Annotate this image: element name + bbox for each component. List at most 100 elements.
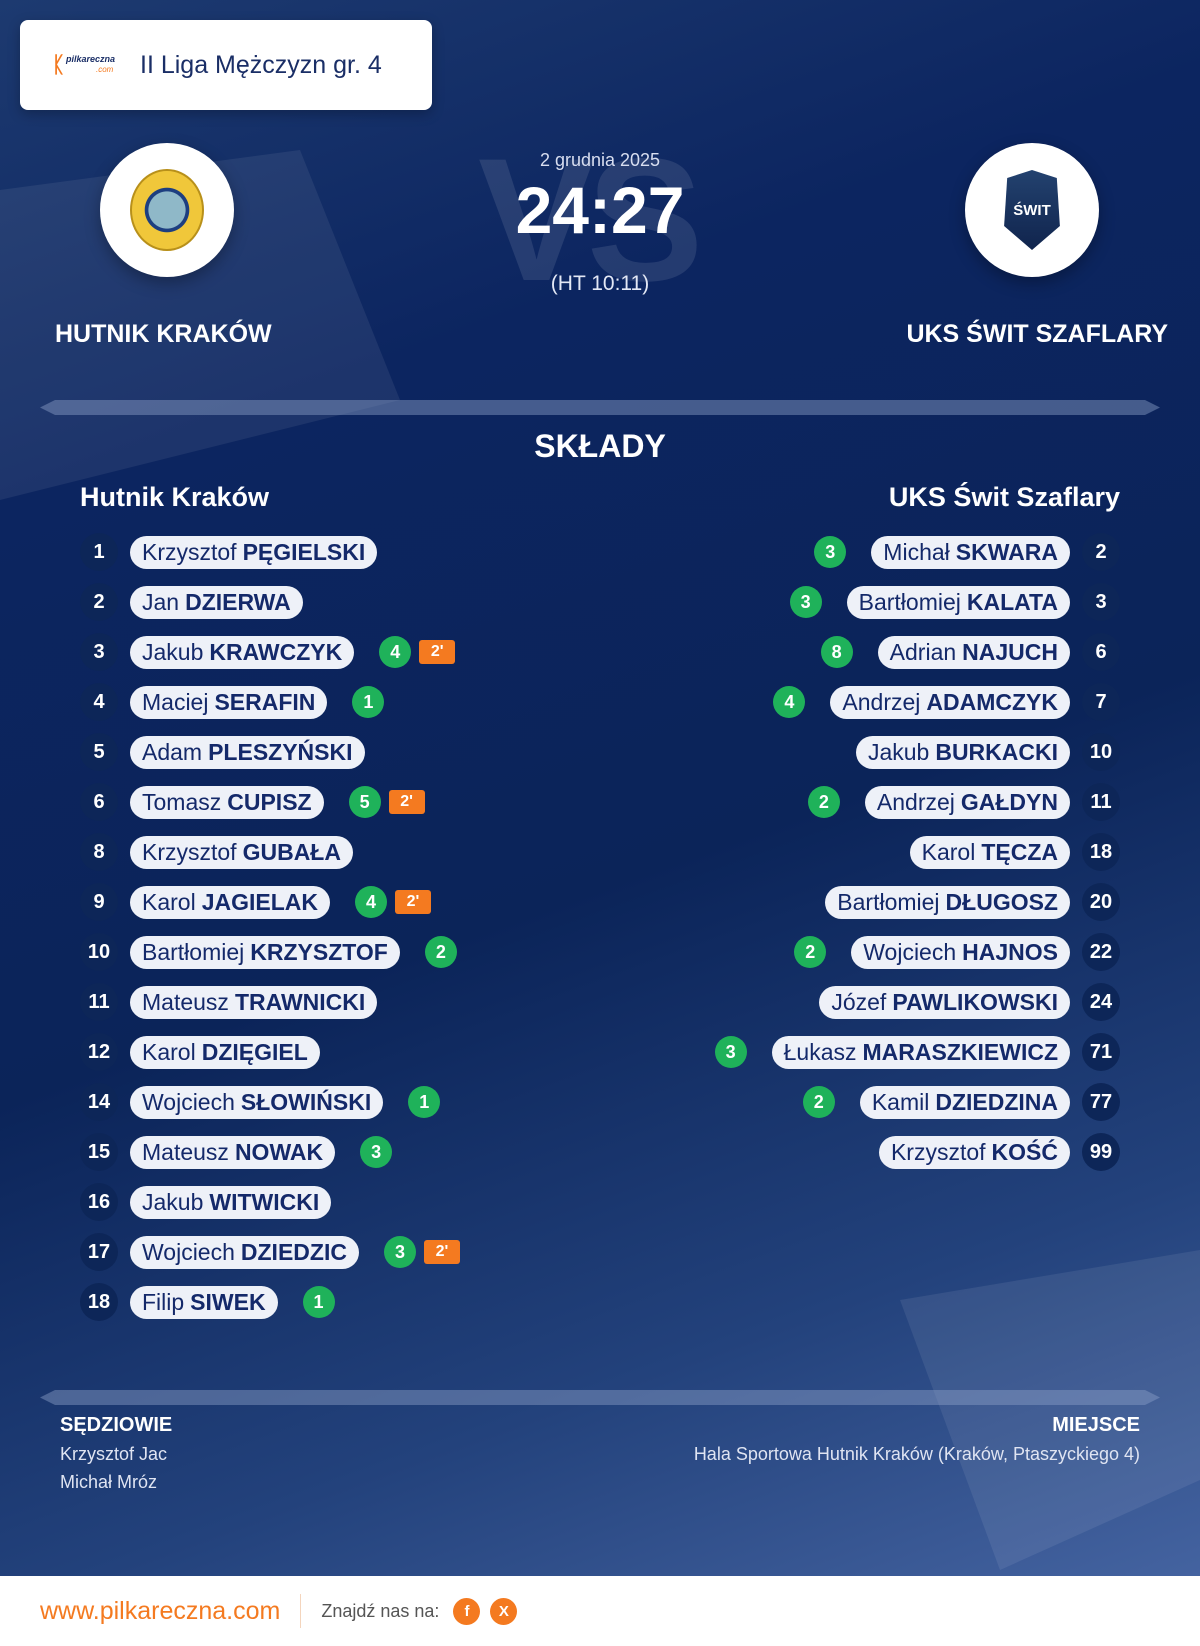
player-name-pill[interactable]: Andrzej GAŁDYN	[864, 785, 1070, 819]
player-last-name: BURKACKI	[935, 738, 1058, 765]
goals-badge: 2	[807, 786, 840, 818]
shirt-number: 6	[1082, 633, 1120, 671]
shirt-number: 8	[80, 833, 118, 871]
player-last-name: NOWAK	[234, 1138, 324, 1165]
player-last-name: GAŁDYN	[960, 788, 1058, 815]
player-last-name: JAGIELAK	[201, 888, 318, 915]
player-first-name: Andrzej	[842, 688, 921, 715]
player-first-name: Wojciech	[142, 1238, 235, 1265]
player-name-pill[interactable]: Józef PAWLIKOWSKI	[819, 985, 1070, 1019]
player-first-name: Bartłomiej	[837, 888, 940, 915]
x-icon[interactable]: X	[490, 1597, 518, 1625]
player-name-pill[interactable]: Karol DZIĘGIEL	[130, 1035, 320, 1069]
player-name-pill[interactable]: Bartłomiej KALATA	[846, 585, 1070, 619]
player-last-name: MARASZKIEWICZ	[862, 1038, 1058, 1065]
player-last-name: HAJNOS	[962, 938, 1058, 965]
player-name-pill[interactable]: Krzysztof GUBAŁA	[130, 835, 353, 869]
player-name-pill[interactable]: Łukasz MARASZKIEWICZ	[771, 1035, 1070, 1069]
home-lineup: 1 Krzysztof PĘGIELSKI 2 Jan DZIERWA 3 Jakub KRAW…	[80, 527, 460, 1327]
site-link[interactable]: www.pilkareczna.com	[40, 1596, 281, 1625]
player-first-name: Mateusz	[142, 1138, 229, 1165]
player-first-name: Filip	[142, 1288, 185, 1315]
player-first-name: Wojciech	[863, 938, 957, 965]
facebook-icon[interactable]: f	[453, 1597, 481, 1625]
referee-name: Michał Mróz	[60, 1472, 158, 1492]
player-first-name: Wojciech	[142, 1088, 235, 1115]
player-name-pill[interactable]: Maciej SERAFIN	[130, 685, 328, 719]
goals-badge: 8	[820, 636, 853, 668]
shirt-number: 22	[1082, 933, 1120, 971]
suspension-badge: 2'	[388, 790, 425, 814]
player-name-pill[interactable]: Bartłomiej DŁUGOSZ	[825, 885, 1070, 919]
player-first-name: Bartłomiej	[858, 588, 961, 615]
referee-name: Krzysztof Jac	[60, 1444, 168, 1464]
player-first-name: Krzysztof	[142, 838, 237, 865]
goals-badge: 3	[789, 586, 822, 618]
shirt-number: 99	[1082, 1133, 1120, 1171]
player-last-name: CUPISZ	[227, 788, 312, 815]
player-first-name: Jakub	[142, 638, 204, 665]
player-first-name: Bartłomiej	[142, 938, 245, 965]
player-name-pill[interactable]: Wojciech SŁOWIŃSKI	[130, 1085, 384, 1119]
player-name-pill[interactable]: Wojciech DZIEDZIC	[130, 1235, 359, 1269]
player-name-pill[interactable]: Mateusz NOWAK	[130, 1135, 336, 1169]
venue-value: Hala Sportowa Hutnik Kraków (Kraków, Pta…	[693, 1444, 1140, 1464]
shirt-number: 16	[80, 1183, 118, 1221]
player-name-pill[interactable]: Bartłomiej KRZYSZTOF	[130, 935, 400, 969]
player-name-pill[interactable]: Krzysztof PĘGIELSKI	[130, 535, 378, 569]
player-name-pill[interactable]: Karol JAGIELAK	[130, 885, 330, 919]
player-name-pill[interactable]: Karol TĘCZA	[909, 835, 1070, 869]
player-last-name: TĘCZA	[981, 838, 1058, 865]
player-name-pill[interactable]: Jan DZIERWA	[130, 585, 303, 619]
league-card[interactable]: ᛕ pilkareczna .com II Liga Mężczyzn gr. 4	[20, 20, 432, 110]
player-row: 8 Adrian NAJUCH 6	[715, 627, 1120, 677]
player-first-name: Mateusz	[142, 988, 229, 1015]
shirt-number: 11	[1082, 783, 1120, 821]
goals-badge: 5	[348, 786, 381, 818]
shirt-number: 1	[80, 533, 118, 571]
player-name-pill[interactable]: Adrian NAJUCH	[877, 635, 1070, 669]
away-lineup-title: UKS Świt Szaflary	[888, 482, 1120, 512]
player-name-pill[interactable]: Andrzej ADAMCZYK	[830, 685, 1070, 719]
player-name-pill[interactable]: Jakub KRAWCZYK	[130, 635, 355, 669]
player-name-pill[interactable]: Kamil DZIEDZINA	[859, 1085, 1070, 1119]
player-name-pill[interactable]: Michał SKWARA	[871, 535, 1070, 569]
find-us-label: Znajdź nas na:	[321, 1600, 440, 1621]
shirt-number: 17	[80, 1233, 118, 1271]
player-first-name: Jakub	[867, 738, 930, 765]
player-row: 3 Jakub KRAWCZYK 4 2'	[80, 627, 460, 677]
player-last-name: GUBAŁA	[242, 838, 341, 865]
player-first-name: Łukasz	[783, 1038, 857, 1065]
away-team-crest: ŚWIT	[965, 143, 1099, 277]
player-row: 2 Kamil DZIEDZINA 77	[715, 1077, 1120, 1127]
player-name-pill[interactable]: Adam PLESZYŃSKI	[130, 735, 365, 769]
player-row: 6 Tomasz CUPISZ 5 2'	[80, 777, 460, 827]
player-first-name: Maciej	[142, 688, 209, 715]
shirt-number: 3	[1082, 583, 1120, 621]
player-first-name: Karol	[921, 838, 976, 865]
player-name-pill[interactable]: Jakub BURKACKI	[855, 735, 1070, 769]
footer: www.pilkareczna.com Znajdź nas na: f X	[0, 1576, 1200, 1646]
player-name-pill[interactable]: Krzysztof KOŚĆ	[878, 1135, 1070, 1169]
player-first-name: Karol	[142, 1038, 196, 1065]
player-name-pill[interactable]: Tomasz CUPISZ	[130, 785, 324, 819]
shirt-number: 2	[1082, 533, 1120, 571]
player-row: 4 Andrzej ADAMCZYK 7	[715, 677, 1120, 727]
goals-badge: 1	[408, 1086, 441, 1118]
shirt-number: 12	[80, 1033, 118, 1071]
player-first-name: Karol	[142, 888, 196, 915]
player-name-pill[interactable]: Jakub WITWICKI	[130, 1185, 332, 1219]
goals-badge: 3	[714, 1036, 747, 1068]
player-name-pill[interactable]: Mateusz TRAWNICKI	[130, 985, 378, 1019]
player-last-name: SKWARA	[955, 538, 1058, 565]
player-first-name: Jakub	[142, 1188, 204, 1215]
goals-badge: 3	[383, 1236, 416, 1268]
player-row: 15 Mateusz NOWAK 3	[80, 1127, 460, 1177]
player-row: 10 Bartłomiej KRZYSZTOF 2	[80, 927, 460, 977]
player-row: 12 Karol DZIĘGIEL	[80, 1027, 460, 1077]
shirt-number: 77	[1082, 1083, 1120, 1121]
home-team-name: HUTNIK KRAKÓW	[55, 320, 272, 348]
player-name-pill[interactable]: Filip SIWEK	[130, 1285, 278, 1319]
player-name-pill[interactable]: Wojciech HAJNOS	[851, 935, 1070, 969]
goals-badge: 4	[773, 686, 806, 718]
